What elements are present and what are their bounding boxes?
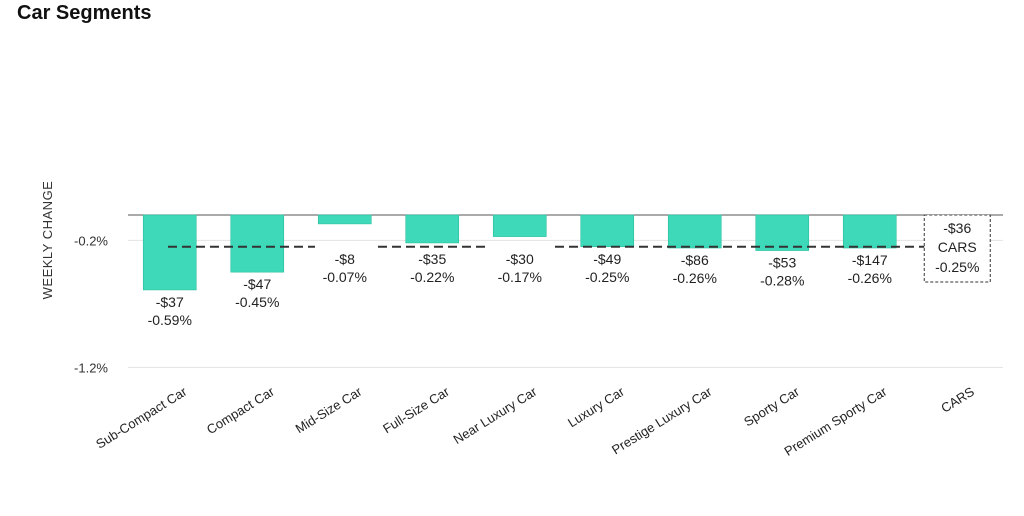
x-tick-label: Full-Size Car <box>380 383 452 436</box>
bar <box>230 214 285 273</box>
data-label-dollar: -$35 <box>418 251 446 267</box>
summary-name: CARS <box>938 239 977 255</box>
bar <box>667 214 722 249</box>
data-label-dollar: -$47 <box>243 276 271 292</box>
x-tick-label: Sub-Compact Car <box>93 383 190 451</box>
data-label-percent: -0.25% <box>585 269 629 285</box>
data-label-dollar: -$86 <box>681 252 709 268</box>
y-axis-title: WEEKLY CHANGE <box>40 181 55 300</box>
chart-title: Car Segments <box>17 2 152 24</box>
data-label-dollar: -$37 <box>156 294 184 310</box>
x-tick-label: Luxury Car <box>565 383 627 430</box>
bar <box>405 214 460 244</box>
bar <box>580 214 635 248</box>
bar <box>492 214 547 237</box>
bar <box>755 214 810 251</box>
data-label-percent: -0.59% <box>148 312 192 328</box>
summary-dollar: -$36 <box>943 220 971 236</box>
x-tick-label: CARS <box>938 384 977 416</box>
data-label-percent: -0.22% <box>410 269 454 285</box>
data-label-percent: -0.26% <box>848 270 892 286</box>
data-label-percent: -0.26% <box>673 270 717 286</box>
data-label-dollar: -$8 <box>335 251 355 267</box>
x-tick-label: Near Luxury Car <box>451 383 540 447</box>
data-label-dollar: -$147 <box>852 252 888 268</box>
data-label-percent: -0.07% <box>323 269 367 285</box>
bar <box>317 214 372 225</box>
summary-box <box>923 214 991 283</box>
data-label-dollar: -$49 <box>593 251 621 267</box>
y-tick-label: -0.2% <box>74 233 108 248</box>
bar <box>842 214 897 249</box>
y-tick-label: -1.2% <box>74 360 108 375</box>
x-tick-label: Compact Car <box>204 383 277 437</box>
bar <box>142 214 197 291</box>
data-label-percent: -0.17% <box>498 269 542 285</box>
summary-percent: -0.25% <box>935 259 979 275</box>
x-tick-label: Mid-Size Car <box>293 383 365 436</box>
data-label-percent: -0.28% <box>760 273 804 289</box>
data-label-dollar: -$30 <box>506 251 534 267</box>
x-tick-label: Sporty Car <box>741 383 802 429</box>
data-label-percent: -0.45% <box>235 294 279 310</box>
data-label-dollar: -$53 <box>768 255 796 271</box>
